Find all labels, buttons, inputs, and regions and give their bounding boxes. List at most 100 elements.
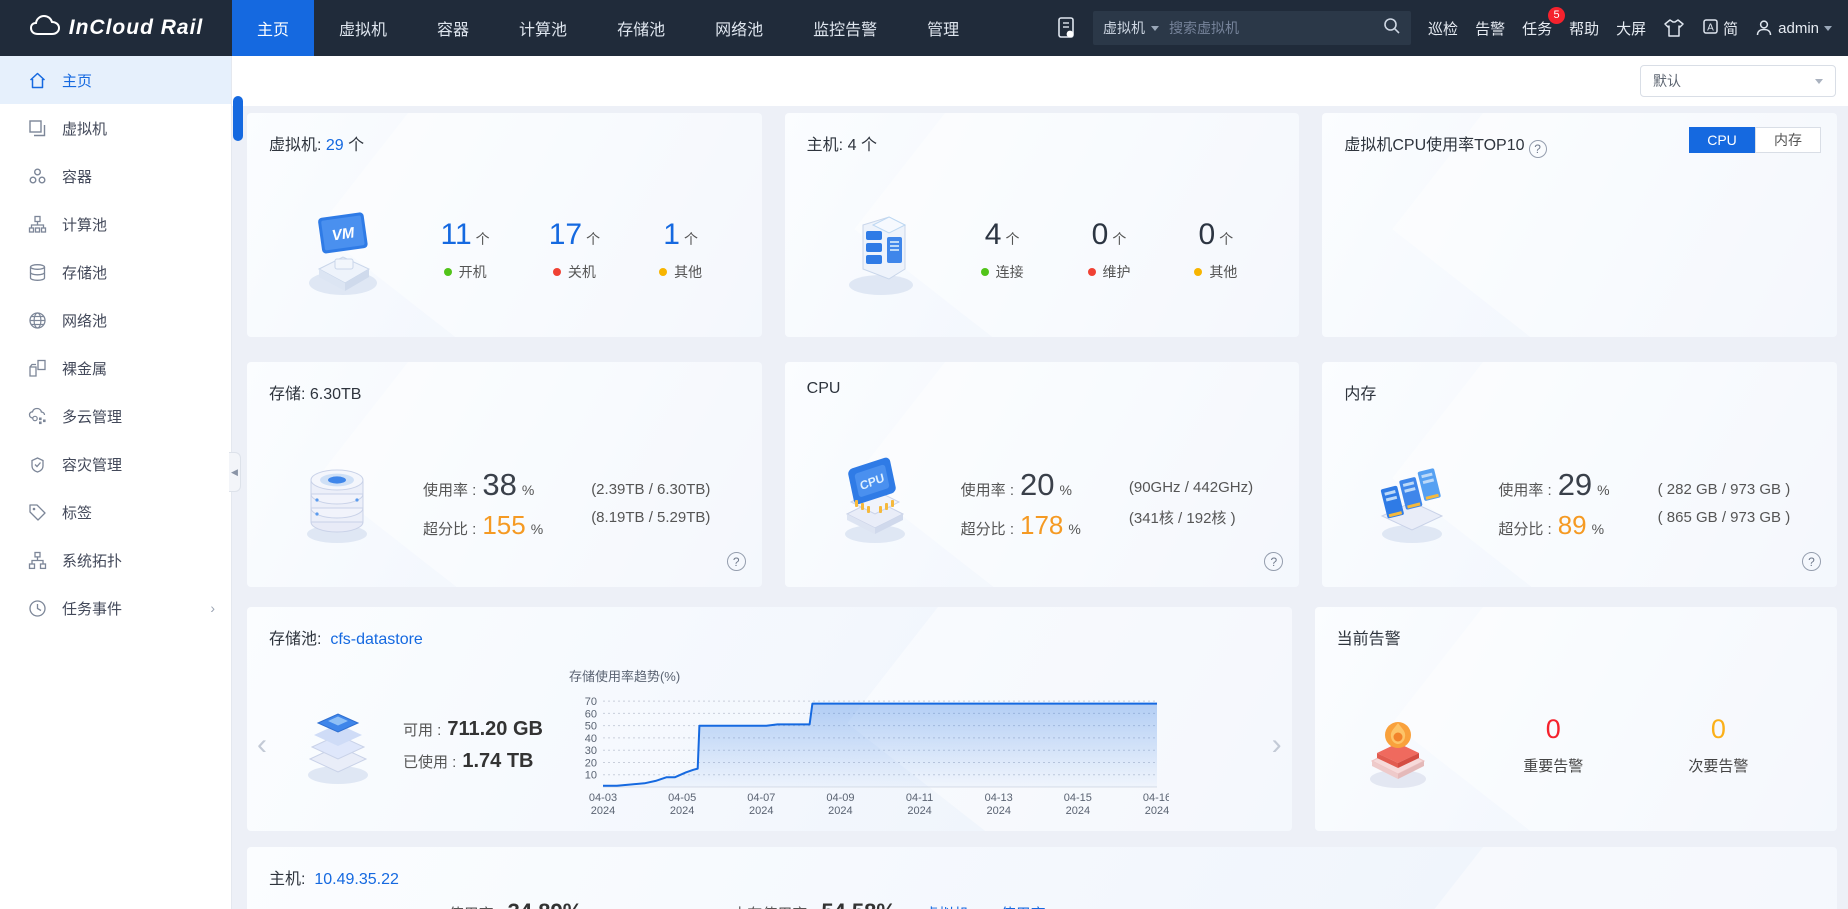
svg-text:2024: 2024 [749, 805, 773, 817]
search-icon[interactable] [1383, 17, 1401, 40]
sidebar-item-compute-pool[interactable]: 计算池 [0, 200, 231, 248]
carousel-prev-icon[interactable]: ‹ [257, 728, 267, 761]
nav-tab-home[interactable]: 主页 [232, 0, 315, 56]
nav-tab-vm[interactable]: 虚拟机 [339, 22, 388, 39]
sidebar-item-label: 计算池 [62, 216, 108, 234]
nav-link-task[interactable]: 任务 5 [1522, 6, 1566, 39]
nav-tab-container[interactable]: 容器 [437, 22, 470, 39]
nav-link-inspect[interactable]: 巡检 [1428, 20, 1459, 38]
host-count-unit: 个 [860, 137, 877, 154]
nav-link-help[interactable]: 帮助 [1569, 20, 1600, 38]
sidebar-item-bare-metal[interactable]: 裸金属 [0, 344, 231, 392]
sidebar-collapse-handle[interactable]: ◀ [229, 452, 241, 492]
help-icon[interactable]: ? [726, 552, 746, 571]
svg-text:2024: 2024 [1066, 805, 1090, 817]
storage-overcommit-row: 超分比 : 155 % [423, 509, 544, 540]
nav-tabs: 主页 虚拟机 容器 计算池 存储池 网络池 监控告警 管理 [232, 0, 984, 56]
storage-pool-title: 存储池: cfs-datastore [269, 631, 423, 648]
status-dot-green [443, 268, 452, 276]
sidebar-item-label: 容器 [62, 168, 93, 186]
minor-alerts-stat: 0 次要告警 [1688, 714, 1749, 775]
sidebar-item-storage-pool[interactable]: 存储池 [0, 248, 231, 296]
sidebar-item-tag[interactable]: 标签 [0, 488, 231, 536]
nav-tab-monitor-alarm[interactable]: 监控告警 [813, 22, 878, 39]
storage-usage-card: 存储: 6.30TB 使用率 : 38 % 超分比 : 155 [247, 362, 762, 587]
sidebar-item-topology[interactable]: 系统拓扑 [0, 536, 231, 584]
sidebar-item-task-events[interactable]: 任务事件 › [0, 584, 231, 632]
topology-icon [28, 551, 47, 570]
cpu-usage-row: 使用率 : 20 % [960, 466, 1072, 502]
svg-text:2024: 2024 [1145, 805, 1169, 817]
status-dot-yellow [1194, 268, 1203, 276]
cpu-overcommit-row: 超分比 : 178 % [960, 509, 1081, 540]
sidebar-item-label: 网络池 [62, 312, 108, 330]
view-select[interactable]: 默认 [1640, 65, 1836, 97]
main-area: 默认 虚拟机: 29 个 VM 11 个 [232, 56, 1848, 909]
nav-tab-storage-pool[interactable]: 存储池 [617, 22, 666, 39]
chevron-right-icon: › [210, 600, 215, 616]
vm-3d-icon: VM [295, 207, 391, 304]
chevron-down-icon [1815, 78, 1823, 84]
storage-pool-3d-icon [295, 699, 381, 792]
search-input[interactable] [1169, 20, 1384, 36]
nav-tab-compute-pool[interactable]: 计算池 [519, 22, 568, 39]
nav-tab-network-pool[interactable]: 网络池 [715, 22, 764, 39]
language-switch-icon[interactable]: A 简 [1702, 18, 1738, 39]
multi-cloud-icon [28, 407, 47, 426]
vm-icon [28, 119, 47, 138]
nav-link-bigscreen[interactable]: 大屏 [1616, 20, 1647, 38]
svg-text:40: 40 [585, 733, 597, 745]
svg-text:04-03: 04-03 [589, 792, 617, 804]
storage-pool-link[interactable]: cfs-datastore [330, 631, 423, 648]
host-vm-top-link[interactable]: 虚拟机CPU使用率TOP5 [924, 903, 1085, 909]
username: admin [1778, 19, 1819, 37]
chevron-down-icon [1151, 25, 1160, 31]
top10-metric-toggle: CPU 内存 [1689, 127, 1822, 153]
sidebar-item-home[interactable]: 主页 [0, 56, 231, 104]
host-count: 4 [847, 137, 857, 154]
search-scope-select[interactable]: 虚拟机 [1103, 18, 1169, 38]
toggle-memory-button[interactable]: 内存 [1755, 127, 1822, 153]
host-ip-link[interactable]: 10.49.35.22 [314, 871, 399, 888]
storage-trend-chart: 存储使用率趋势(%) 10 20 30 40 50 60 70 04-03 2024 04-05 2… [569, 666, 1262, 824]
report-icon[interactable] [1057, 17, 1076, 39]
current-alerts-card: 当前告警 0 重要告警 0 次要告警 [1314, 607, 1837, 831]
cpu-usage-detail: (90GHz / 442GHz) [1128, 479, 1254, 496]
svg-text:70: 70 [585, 696, 597, 708]
sidebar-item-label: 系统拓扑 [62, 552, 123, 570]
sidebar-item-multi-cloud[interactable]: 多云管理 [0, 392, 231, 440]
pool-used: 已使用 :1.74 TB [403, 749, 534, 772]
sidebar-item-label: 任务事件 [62, 600, 123, 618]
cpu-overcommit-value: 178 [1020, 509, 1064, 540]
sidebar: 主页 虚拟机 容器 计算池 存储池 网络池 裸金属 多云管理 容灾管理 标签 系… [0, 56, 232, 909]
help-icon[interactable]: ? [1528, 140, 1547, 158]
search-scope-value: 虚拟机 [1103, 20, 1146, 36]
vm-title-label: 虚拟机: [269, 137, 322, 154]
scrollbar-thumb[interactable] [233, 96, 243, 141]
nav-link-alarm[interactable]: 告警 [1475, 20, 1506, 38]
svg-text:04-15: 04-15 [1064, 792, 1092, 804]
user-menu[interactable]: admin [1755, 19, 1832, 37]
toggle-cpu-button[interactable]: CPU [1689, 127, 1756, 153]
cpu-3d-icon: CPU [831, 456, 919, 551]
svg-text:04-05: 04-05 [668, 792, 696, 804]
nav-tab-admin[interactable]: 管理 [927, 22, 960, 39]
help-icon[interactable]: ? [1802, 552, 1822, 571]
carousel-next-icon[interactable]: › [1271, 728, 1282, 761]
sidebar-item-vm[interactable]: 虚拟机 [0, 104, 231, 152]
sidebar-item-label: 标签 [62, 504, 93, 522]
storage-usage-detail: (2.39TB / 6.30TB) [591, 481, 711, 498]
storage-pool-icon [28, 263, 47, 282]
sidebar-item-network-pool[interactable]: 网络池 [0, 296, 231, 344]
sidebar-item-disaster-recovery[interactable]: 容灾管理 [0, 440, 231, 488]
sidebar-item-container[interactable]: 容器 [0, 152, 231, 200]
help-icon[interactable]: ? [1264, 552, 1284, 571]
storage-overcommit-detail: (8.19TB / 5.29TB) [591, 509, 711, 526]
status-dot-red [552, 268, 561, 276]
svg-text:04-16: 04-16 [1143, 792, 1169, 804]
theme-skin-icon[interactable] [1663, 18, 1685, 38]
